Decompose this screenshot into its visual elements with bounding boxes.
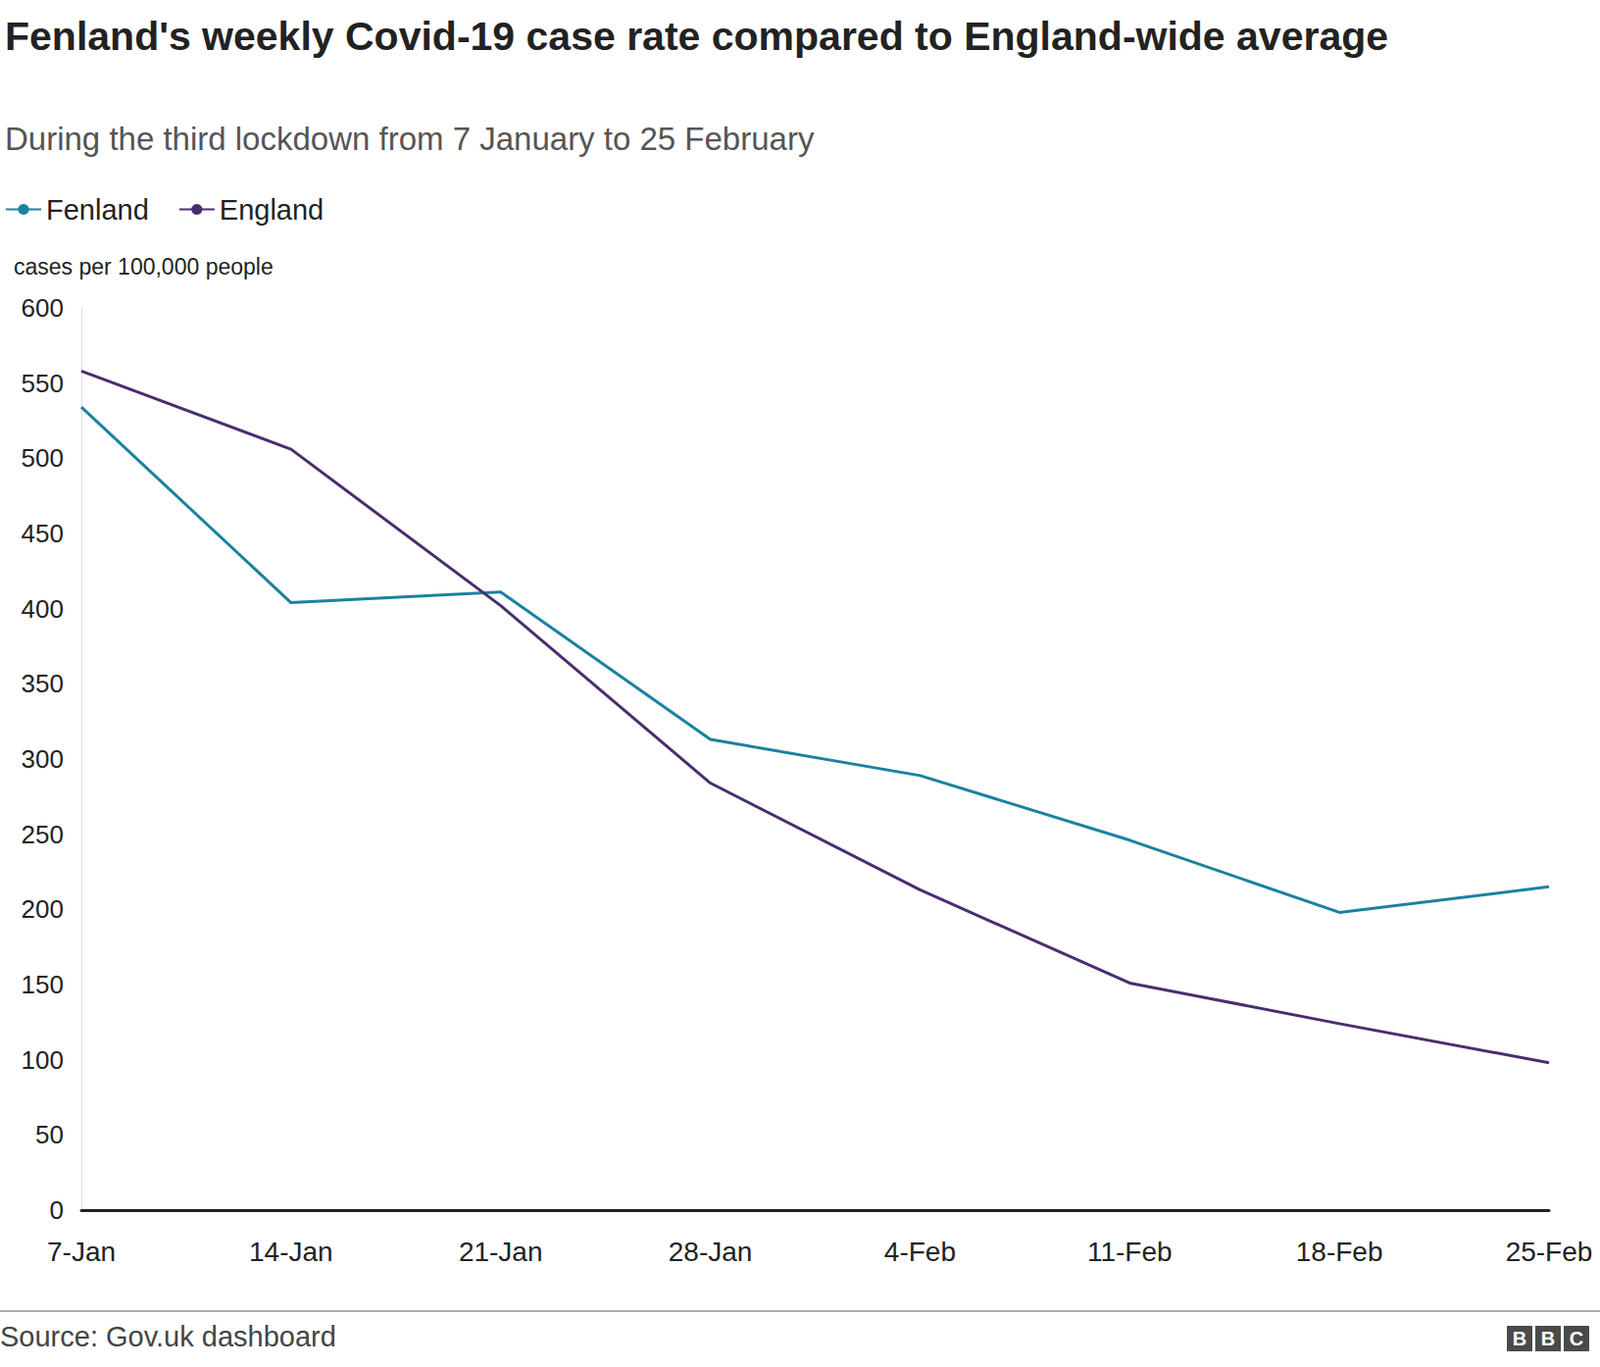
svg-text:11-Feb: 11-Feb — [1087, 1236, 1173, 1267]
svg-text:300: 300 — [21, 744, 64, 774]
svg-text:350: 350 — [21, 668, 64, 699]
svg-text:Fenland: Fenland — [46, 194, 150, 226]
svg-text:50: 50 — [35, 1119, 64, 1150]
svg-text:100: 100 — [21, 1045, 64, 1075]
svg-text:25-Feb: 25-Feb — [1505, 1236, 1594, 1267]
svg-text:7-Jan: 7-Jan — [47, 1236, 116, 1267]
svg-text:28-Jan: 28-Jan — [668, 1236, 753, 1267]
svg-text:600: 600 — [21, 293, 64, 323]
svg-text:0: 0 — [50, 1195, 64, 1225]
svg-text:450: 450 — [21, 518, 64, 549]
svg-text:4-Feb: 4-Feb — [884, 1236, 956, 1267]
svg-text:250: 250 — [21, 819, 64, 850]
svg-text:200: 200 — [21, 894, 64, 924]
svg-text:21-Jan: 21-Jan — [458, 1236, 544, 1267]
svg-text:B: B — [1541, 1327, 1555, 1350]
svg-text:500: 500 — [21, 443, 64, 473]
svg-text:During the third lockdown from: During the third lockdown from 7 January… — [4, 120, 815, 157]
svg-text:400: 400 — [21, 594, 64, 624]
svg-text:150: 150 — [21, 969, 64, 1000]
svg-text:B: B — [1512, 1327, 1527, 1350]
svg-text:550: 550 — [21, 368, 64, 399]
svg-text:Fenland's weekly Covid-19 case: Fenland's weekly Covid-19 case rate comp… — [4, 13, 1389, 59]
svg-text:18-Feb: 18-Feb — [1296, 1236, 1384, 1267]
svg-text:14-Jan: 14-Jan — [249, 1236, 334, 1267]
svg-text:C: C — [1569, 1327, 1584, 1350]
svg-text:cases per 100,000 people: cases per 100,000 people — [13, 253, 274, 280]
svg-text:England: England — [219, 194, 324, 226]
svg-text:Source: Gov.uk dashboard: Source: Gov.uk dashboard — [0, 1320, 337, 1352]
